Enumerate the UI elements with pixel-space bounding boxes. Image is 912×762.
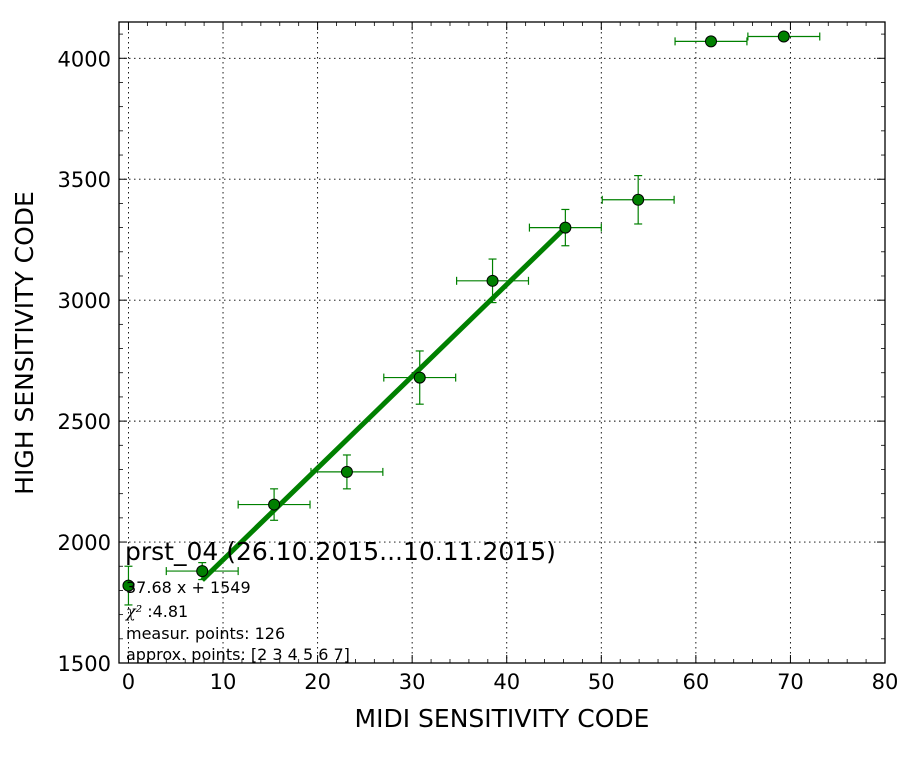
annotation-approx-points: approx. points: [2 3 4 5 6 7] (126, 645, 350, 664)
x-tick-label: 80 (872, 670, 899, 694)
x-tick-labels: 0 10 20 30 40 50 60 70 80 (122, 670, 899, 694)
x-tick-label: 70 (777, 670, 804, 694)
data-point (777, 30, 790, 43)
y-tick-label: 2000 (58, 531, 111, 555)
data-point (196, 565, 209, 578)
y-axis-title: HIGH SENSITIVITY CODE (10, 191, 39, 495)
data-points (122, 30, 790, 592)
annotation-measur-points: measur. points: 126 (126, 624, 285, 643)
annotation-title: prst_04 (26.10.2015...10.11.2015) (125, 537, 556, 566)
x-tick-label: 10 (210, 670, 237, 694)
minor-ticks (119, 22, 886, 664)
data-point (704, 35, 717, 48)
x-tick-label: 50 (588, 670, 615, 694)
y-tick-label: 2500 (58, 410, 111, 434)
x-tick-label: 30 (399, 670, 426, 694)
data-point (559, 221, 572, 234)
x-axis-title: MIDI SENSITIVITY CODE (355, 704, 650, 733)
y-tick-label: 4000 (58, 47, 111, 71)
chi2-value: :4.81 (142, 602, 188, 621)
grid-lines (119, 22, 885, 663)
y-tick-labels: 1500 2000 2500 3000 3500 4000 (58, 47, 111, 676)
fit-line (200, 225, 568, 582)
y-tick-label: 3000 (58, 289, 111, 313)
data-point (413, 371, 426, 384)
plot-frame (118, 21, 886, 664)
data-point (340, 465, 353, 478)
y-tick-label: 3500 (58, 168, 111, 192)
fit-line-group (200, 225, 568, 582)
data-point (122, 579, 135, 592)
chi2-symbol: χ² (125, 602, 142, 621)
data-point (268, 498, 281, 511)
annotation-equation: 37.68 x + 1549 (126, 578, 251, 597)
annotation-block: prst_04 (26.10.2015...10.11.2015) 37.68 … (125, 537, 556, 664)
annotation-chi2: χ² :4.81 (125, 602, 188, 621)
data-point (632, 193, 645, 206)
x-tick-label: 60 (682, 670, 709, 694)
x-tick-label: 40 (493, 670, 520, 694)
x-tick-label: 20 (304, 670, 331, 694)
x-tick-label: 0 (122, 670, 135, 694)
y-tick-label: 1500 (58, 652, 111, 676)
data-point (486, 274, 499, 287)
